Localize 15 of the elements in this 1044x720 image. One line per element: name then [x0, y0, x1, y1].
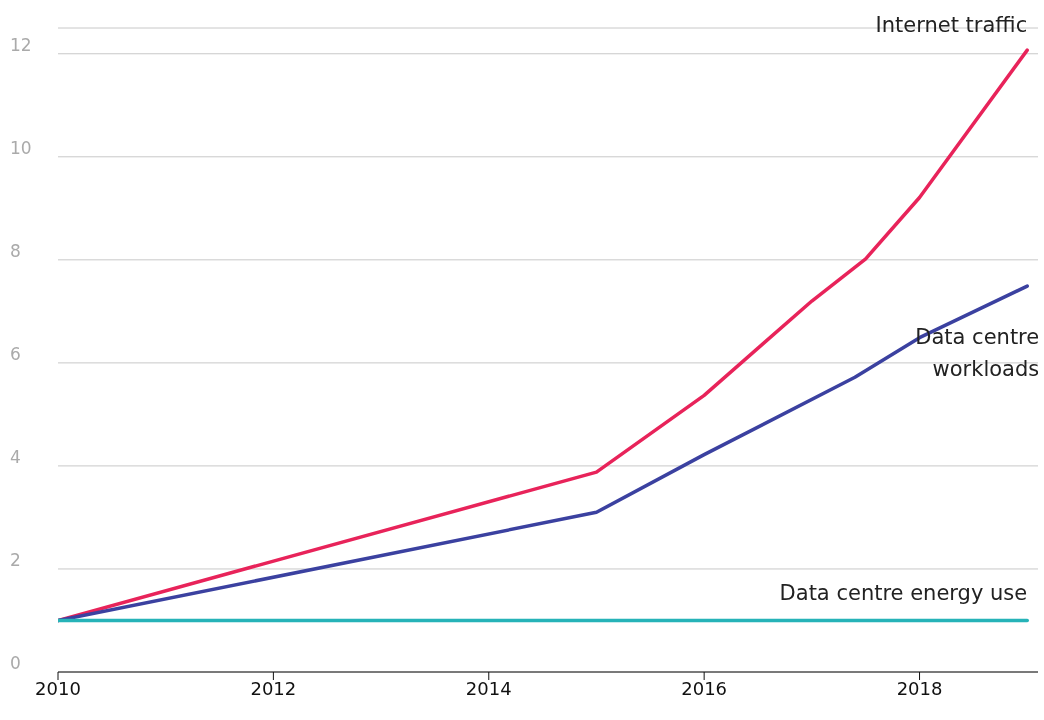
y-tick-label: 12 — [10, 34, 32, 55]
x-tick-label: 2018 — [896, 677, 943, 699]
y-tick-label: 0 — [10, 653, 21, 673]
x-tick-label: 2016 — [681, 677, 728, 699]
y-tick-label: 6 — [10, 343, 21, 364]
series-label: Data centre energy use — [779, 581, 1028, 606]
series-label: Internet traffic — [875, 13, 1028, 38]
x-tick-label: 2010 — [35, 677, 81, 699]
y-tick-label: 10 — [10, 137, 32, 158]
series-label: Data centre workloads — [915, 325, 1040, 382]
y-tick-label: 8 — [10, 240, 21, 261]
x-tick-label: 2012 — [250, 677, 297, 699]
y-tick-label: 4 — [10, 446, 21, 467]
x-tick-label: 2014 — [465, 677, 512, 699]
y-tick-label: 2 — [10, 549, 21, 570]
